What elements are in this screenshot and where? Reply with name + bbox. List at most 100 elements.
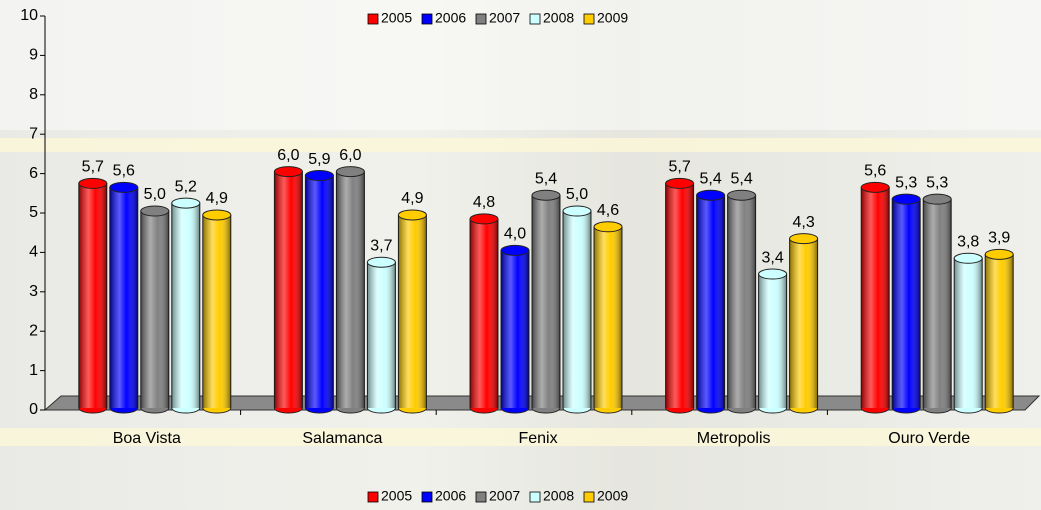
data-label: 3,9 (988, 230, 1010, 247)
bar-top (366, 256, 396, 268)
data-label: 3,8 (957, 233, 979, 250)
data-label: 5,2 (175, 178, 197, 195)
legend-swatch (529, 491, 541, 503)
bar-top (860, 181, 890, 193)
bar-shading (202, 214, 231, 408)
legend-label: 2009 (597, 488, 628, 504)
y-tick-label: 9 (29, 47, 38, 64)
x-tick-label: Fenix (518, 430, 557, 447)
bar-top (500, 244, 530, 256)
bar-shading (398, 214, 427, 408)
bar-shading (171, 203, 200, 408)
bar-shading (367, 262, 396, 408)
data-label: 5,4 (535, 170, 557, 187)
legend-swatch (421, 491, 433, 503)
bar-shading (563, 211, 591, 408)
bar-shading (532, 195, 560, 408)
legend-label: 2008 (543, 488, 574, 504)
x-tick-label: Ouro Verde (888, 430, 970, 447)
y-tick-label: 10 (20, 7, 38, 24)
y-tick-label: 1 (29, 362, 38, 379)
legend-label: 2008 (543, 10, 574, 26)
x-tick-label: Boa Vista (113, 430, 181, 447)
data-label: 5,9 (308, 151, 330, 168)
x-tick-label: Metropolis (697, 430, 771, 447)
bar-shading (470, 218, 498, 408)
bar-top (304, 170, 334, 182)
bar-top (727, 189, 757, 201)
legend-label: 2006 (435, 10, 466, 26)
data-label: 3,4 (761, 249, 783, 266)
y-tick-label: 7 (29, 125, 38, 142)
bar-shading (727, 195, 756, 408)
data-label: 5,6 (113, 163, 135, 180)
bar-shading (501, 250, 529, 408)
data-label: 5,0 (144, 186, 166, 203)
y-tick-label: 0 (29, 401, 38, 418)
bar-shading (665, 183, 694, 408)
bar-shading (274, 171, 303, 408)
bar-shading (892, 199, 921, 408)
bar-top (789, 233, 819, 245)
bar-top (984, 248, 1014, 260)
bar-top (469, 213, 499, 225)
bar-top (335, 166, 365, 178)
data-label: 6,0 (339, 147, 361, 164)
legend-swatch (583, 491, 595, 503)
y-tick-label: 5 (29, 204, 38, 221)
y-tick-label: 8 (29, 86, 38, 103)
legend-label: 2007 (489, 10, 520, 26)
bar-shading (305, 175, 334, 408)
legend-swatch (367, 491, 379, 503)
bar-top (758, 268, 788, 280)
legend-swatch (421, 13, 433, 25)
y-tick-label: 2 (29, 322, 38, 339)
data-label: 5,4 (730, 170, 752, 187)
bar-top (531, 189, 561, 201)
bar-top (665, 177, 695, 189)
data-label: 5,0 (566, 186, 588, 203)
y-tick-label: 4 (29, 244, 38, 261)
background-band (0, 138, 1041, 152)
bar-shading (985, 254, 1014, 408)
bar-shading (923, 199, 952, 408)
bar-top (171, 197, 201, 209)
bar-top (696, 189, 726, 201)
bar-shading (758, 274, 787, 408)
data-label: 5,3 (895, 174, 917, 191)
bar-top (202, 209, 232, 221)
bar-shading (140, 211, 169, 408)
legend-swatch (475, 13, 487, 25)
bar-top (593, 221, 623, 233)
data-label: 4,8 (473, 194, 495, 211)
data-label: 5,3 (926, 174, 948, 191)
background-fade (0, 0, 1041, 130)
bar-top (922, 193, 952, 205)
data-label: 4,6 (597, 202, 619, 219)
bar-top (397, 209, 427, 221)
data-label: 4,9 (401, 190, 423, 207)
legend-label: 2005 (381, 488, 412, 504)
legend-label: 2005 (381, 10, 412, 26)
legend-swatch (475, 491, 487, 503)
data-label: 3,7 (370, 237, 392, 254)
bar-top (562, 205, 592, 217)
data-label: 4,0 (504, 226, 526, 243)
bar-shading (78, 183, 107, 408)
legend-swatch (529, 13, 541, 25)
legend-swatch (367, 13, 379, 25)
legend-swatch (583, 13, 595, 25)
data-label: 6,0 (277, 147, 299, 164)
data-label: 5,7 (82, 159, 104, 176)
bar-shading (336, 171, 365, 408)
bar-shading (696, 195, 725, 408)
bar-top (891, 193, 921, 205)
bar-shading (789, 238, 818, 408)
bar-top (78, 177, 108, 189)
bar-shading (594, 226, 622, 408)
background-band (0, 428, 1041, 446)
data-label: 4,3 (792, 214, 814, 231)
data-label: 5,7 (668, 159, 690, 176)
bar-shading (954, 258, 983, 408)
